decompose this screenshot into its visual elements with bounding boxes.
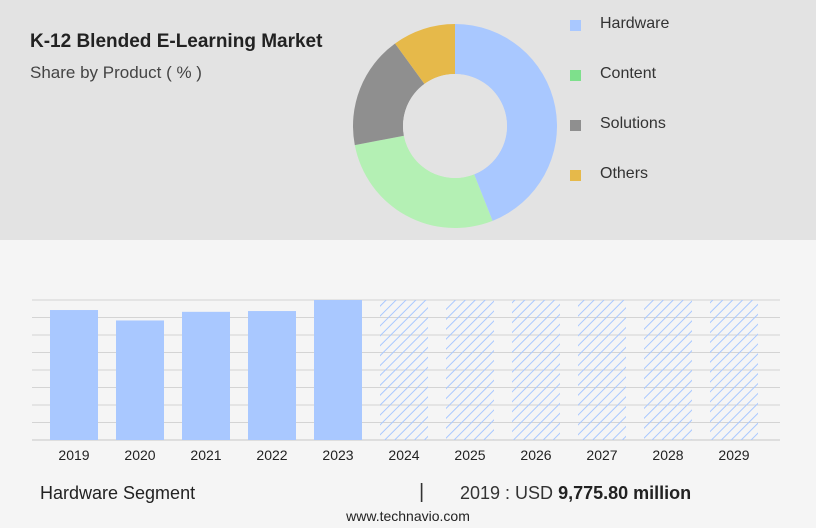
bar-chart: 2019 2020 2021 2022 2023 2024 2025 2026 2027 2028… bbox=[32, 299, 780, 463]
forecast-bar-2027 bbox=[578, 300, 626, 440]
footer-separator: | bbox=[419, 481, 425, 503]
donut-slice-solutions bbox=[353, 43, 425, 146]
donut-chart bbox=[353, 24, 558, 228]
market-size-panel: 2019 2020 2021 2022 2023 2024 2025 2026 2027 2028… bbox=[0, 240, 816, 528]
bar-2021 bbox=[182, 311, 230, 440]
x-tick-label-2021: 2021 bbox=[190, 447, 221, 463]
bar-2023 bbox=[314, 300, 362, 440]
legend-item-solutions: Solutions bbox=[570, 115, 770, 135]
source-url[interactable]: www.technavio.com bbox=[346, 508, 470, 524]
bar-2019 bbox=[50, 310, 98, 440]
legend-label-solutions: Solutions bbox=[600, 115, 666, 132]
legend-item-others: Others bbox=[570, 165, 770, 185]
donut-slice-hardware bbox=[455, 24, 558, 221]
forecast-bar-2029 bbox=[710, 300, 758, 440]
legend-label-hardware: Hardware bbox=[600, 15, 670, 32]
x-tick-label-2023: 2023 bbox=[322, 447, 353, 463]
donut-slice-content bbox=[354, 135, 493, 228]
legend-swatch-others bbox=[570, 170, 581, 181]
forecast-bar-2026 bbox=[512, 300, 560, 440]
x-tick-label-2029: 2029 bbox=[718, 447, 749, 463]
legend-item-hardware: Hardware bbox=[570, 15, 770, 35]
x-tick-label-2028: 2028 bbox=[652, 447, 683, 463]
bar-2022 bbox=[248, 311, 296, 440]
x-tick-label-2026: 2026 bbox=[520, 447, 551, 463]
forecast-bar-2025 bbox=[446, 300, 494, 440]
donut-slice-others bbox=[395, 24, 455, 84]
x-tick-label-2024: 2024 bbox=[388, 447, 419, 463]
legend-item-content: Content bbox=[570, 65, 770, 85]
forecast-bar-2028 bbox=[644, 300, 692, 440]
chart-subtitle: Share by Product ( % ) bbox=[30, 63, 202, 82]
legend-label-content: Content bbox=[600, 65, 657, 82]
x-tick-label-2020: 2020 bbox=[124, 447, 155, 463]
legend-label-others: Others bbox=[600, 165, 649, 182]
footer-amount: 9,775.80 million bbox=[558, 483, 692, 503]
x-tick-label-2019: 2019 bbox=[58, 447, 89, 463]
donut-hole bbox=[403, 74, 507, 178]
footer-year-label: 2019 : USD bbox=[460, 483, 554, 503]
legend-swatch-solutions bbox=[570, 120, 581, 131]
x-tick-label-2022: 2022 bbox=[256, 447, 287, 463]
legend-swatch-hardware bbox=[570, 20, 581, 31]
x-tick-label-2025: 2025 bbox=[454, 447, 485, 463]
footer-value: 2019 : USD 9,775.80 million bbox=[460, 483, 691, 504]
x-tick-label-2027: 2027 bbox=[586, 447, 617, 463]
bar-2020 bbox=[116, 320, 164, 440]
forecast-bar-2024 bbox=[380, 300, 428, 440]
legend-swatch-content bbox=[570, 70, 581, 81]
footer-segment-label: Hardware Segment bbox=[40, 483, 196, 503]
chart-title: K-12 Blended E-Learning Market bbox=[30, 31, 323, 52]
